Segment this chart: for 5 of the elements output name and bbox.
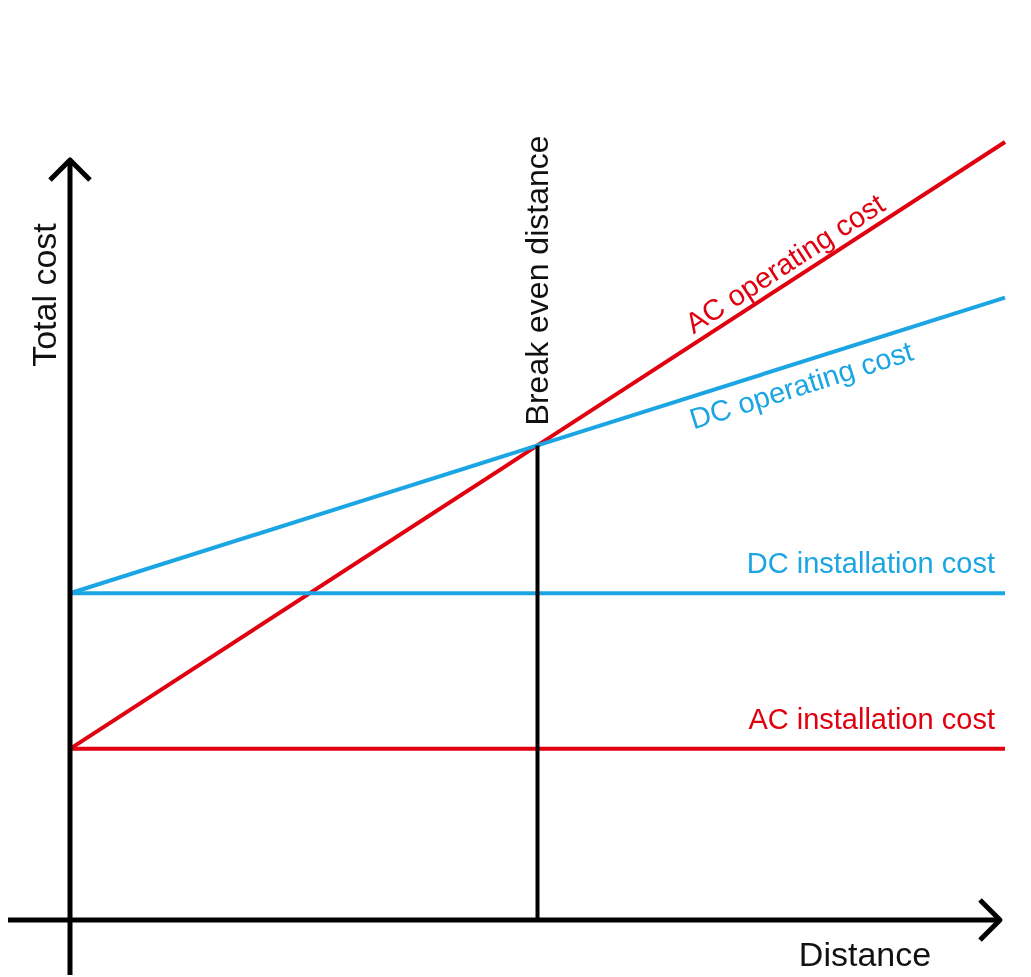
y-axis-title: Total cost [25, 222, 63, 367]
annotation: Break even distance [518, 135, 555, 426]
x-axis-title: Distance [798, 935, 932, 973]
series-label: AC installation cost [748, 702, 995, 735]
series-label: DC installation cost [746, 547, 995, 580]
